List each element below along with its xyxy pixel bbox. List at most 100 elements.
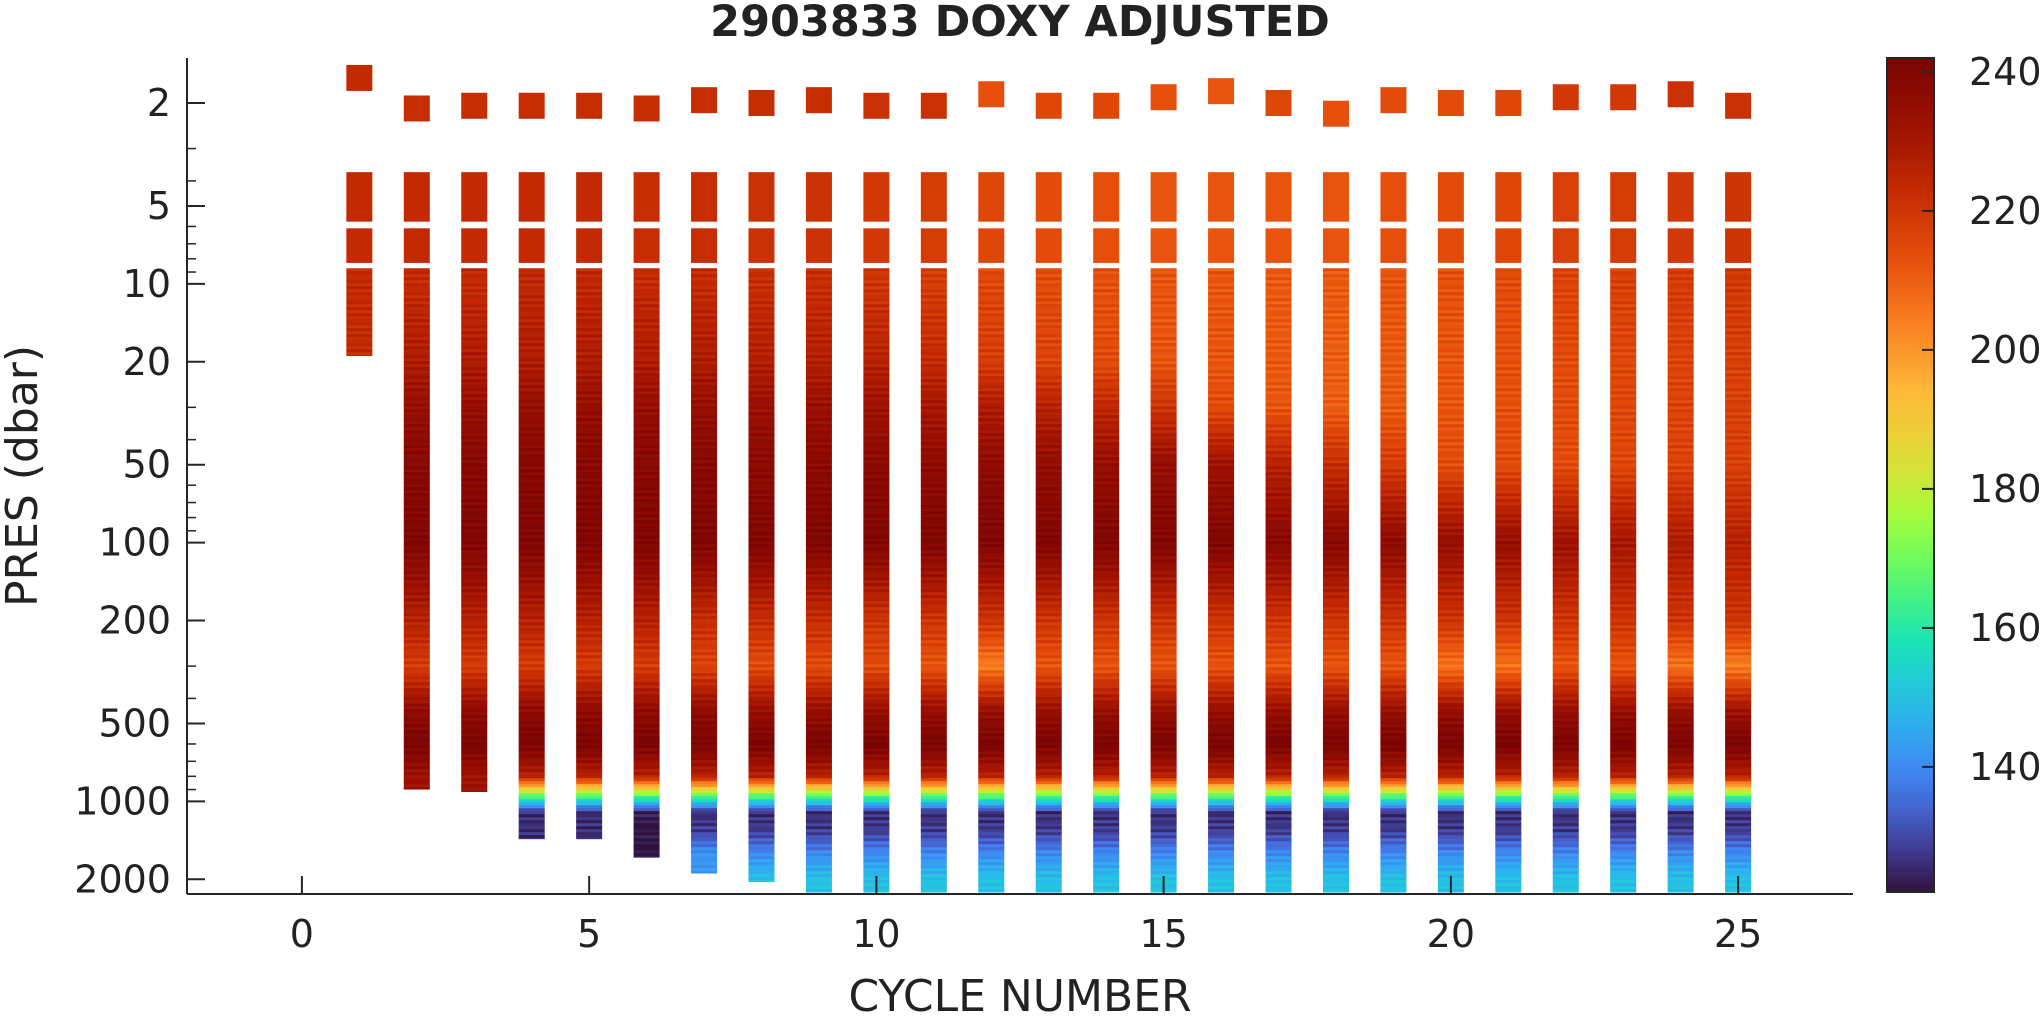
profile-segment	[691, 364, 718, 368]
profile-segment	[576, 616, 603, 620]
profile-segment	[1495, 574, 1522, 578]
profile-segment	[518, 592, 545, 596]
profile-segment	[1552, 454, 1579, 458]
profile-segment	[805, 733, 832, 737]
profile-segment	[1150, 337, 1177, 341]
profile-segment	[1035, 724, 1062, 728]
profile-segment	[1322, 541, 1349, 545]
profile-segment	[1093, 661, 1120, 665]
profile-segment	[461, 631, 488, 635]
profile-segment	[920, 508, 947, 512]
profile-segment	[1035, 526, 1062, 530]
profile-segment	[1725, 529, 1752, 533]
profile-segment	[805, 805, 832, 809]
profile-segment	[691, 349, 718, 353]
profile-segment	[1322, 385, 1349, 389]
profile-segment	[691, 436, 718, 440]
profile-segment	[1208, 634, 1235, 638]
profile-segment	[863, 541, 890, 545]
profile-segment	[748, 451, 775, 455]
profile-segment	[748, 313, 775, 317]
profile-segment	[748, 421, 775, 425]
profile-segment	[1437, 820, 1464, 824]
profile-segment	[1552, 343, 1579, 347]
profile-segment	[518, 343, 545, 347]
profile-segment	[1265, 412, 1292, 416]
profile-segment	[978, 754, 1005, 758]
profile-segment	[518, 787, 545, 791]
profile-segment	[1667, 751, 1694, 755]
profile-segment	[920, 730, 947, 734]
profile-segment	[403, 280, 430, 284]
profile-segment	[1150, 304, 1177, 308]
profile-segment	[1437, 382, 1464, 386]
profile-segment	[1035, 433, 1062, 437]
profile-segment	[461, 649, 488, 653]
profile-segment	[518, 400, 545, 404]
profile-segment	[461, 526, 488, 530]
profile-segment	[1725, 679, 1752, 683]
profile-segment	[461, 454, 488, 458]
profile-segment	[1552, 889, 1579, 893]
profile-segment	[1725, 349, 1752, 353]
profile-segment	[1667, 703, 1694, 707]
profile-segment	[403, 475, 430, 479]
profile-segment	[920, 766, 947, 770]
profile-segment	[1495, 631, 1522, 635]
profile-segment	[978, 295, 1005, 299]
profile-segment	[1552, 712, 1579, 716]
profile-segment	[1150, 826, 1177, 830]
profile-segment	[1380, 454, 1407, 458]
profile-segment	[461, 478, 488, 482]
profile-segment	[403, 673, 430, 677]
profile-segment	[576, 301, 603, 305]
profile-segment	[346, 295, 373, 299]
profile-segment	[748, 613, 775, 617]
profile-segment	[1035, 460, 1062, 464]
profile-segment	[1035, 466, 1062, 470]
profile-segment	[1035, 400, 1062, 404]
profile-segment	[1322, 556, 1349, 560]
profile-segment	[461, 475, 488, 479]
profile-segment	[978, 421, 1005, 425]
profile-segment	[1437, 376, 1464, 380]
profile-segment	[1610, 763, 1637, 767]
profile-segment	[576, 406, 603, 410]
profile-segment	[1093, 376, 1120, 380]
profile-segment	[1437, 478, 1464, 482]
profile-segment	[1610, 673, 1637, 677]
profile-segment	[576, 592, 603, 596]
profile-segment	[1437, 466, 1464, 470]
profile-segment	[633, 490, 660, 494]
profile-segment	[1437, 808, 1464, 812]
profile-segment	[1380, 580, 1407, 584]
profile-segment	[978, 790, 1005, 794]
profile-segment	[691, 490, 718, 494]
profile-segment	[633, 535, 660, 539]
profile-segment	[978, 562, 1005, 566]
profile-segment	[1725, 493, 1752, 497]
profile-segment	[1322, 868, 1349, 872]
profile-segment	[461, 685, 488, 689]
profile-segment	[1035, 742, 1062, 746]
profile-segment	[863, 814, 890, 818]
profile-segment	[403, 376, 430, 380]
profile-segment	[576, 775, 603, 779]
profile-segment	[1322, 670, 1349, 674]
profile-segment	[1380, 652, 1407, 656]
profile-segment	[1093, 718, 1120, 722]
profile-segment	[633, 517, 660, 521]
profile-segment	[1380, 358, 1407, 362]
profile-segment	[461, 697, 488, 701]
profile-segment	[805, 691, 832, 695]
profile-segment	[863, 475, 890, 479]
profile-segment	[403, 451, 430, 455]
profile-segment	[1495, 820, 1522, 824]
profile-segment	[978, 493, 1005, 497]
profile-segment	[748, 721, 775, 725]
profile-segment	[1265, 769, 1292, 773]
profile-segment	[1093, 604, 1120, 608]
profile-segment	[346, 346, 373, 350]
profile-segment	[403, 583, 430, 587]
profile-segment	[1437, 733, 1464, 737]
